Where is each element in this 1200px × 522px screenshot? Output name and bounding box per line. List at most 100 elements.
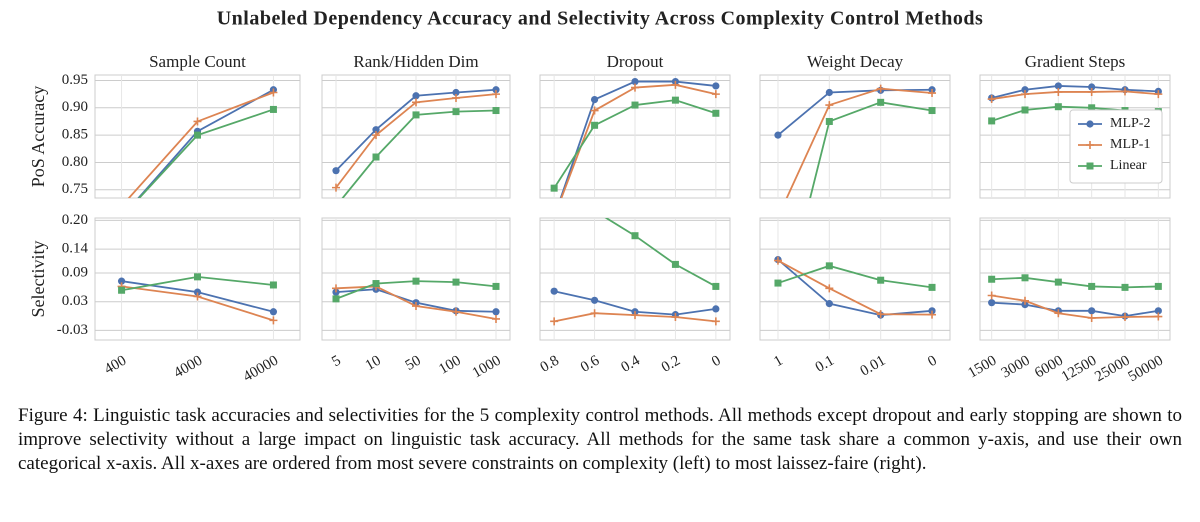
marker: [1088, 104, 1096, 112]
marker: [269, 281, 277, 289]
marker: [492, 107, 500, 115]
x-tick-label: 4000: [171, 353, 205, 382]
marker: [590, 96, 599, 104]
x-tick-label: 12500: [1059, 353, 1099, 386]
marker: [332, 295, 340, 303]
subplot-title: Dropout: [607, 52, 664, 71]
marker: [269, 308, 278, 316]
marker: [118, 286, 126, 294]
marker: [1087, 313, 1096, 322]
marker: [193, 117, 202, 126]
marker: [412, 98, 420, 107]
subplot-title: Sample Count: [149, 52, 246, 71]
marker: [928, 283, 936, 291]
marker: [1088, 282, 1096, 290]
marker: [492, 90, 500, 99]
marker: [412, 302, 420, 311]
marker: [332, 183, 340, 192]
marker: [452, 307, 460, 316]
marker: [452, 278, 460, 286]
marker: [631, 77, 639, 86]
marker: [452, 108, 460, 116]
legend-label: MLP-1: [1110, 137, 1150, 152]
marker: [1054, 103, 1062, 111]
figure: Unlabeled Dependency Accuracy and Select…: [28, 8, 1171, 386]
legend-label: Linear: [1110, 158, 1147, 173]
marker: [1121, 313, 1129, 322]
marker: [1154, 307, 1162, 315]
plot-area: [550, 77, 720, 198]
marker: [412, 92, 420, 100]
x-tick-label: 25000: [1092, 353, 1132, 386]
marker: [372, 126, 380, 134]
x-tick-label: 0.6: [578, 352, 603, 375]
marker: [712, 82, 720, 90]
marker: [671, 313, 680, 322]
marker: [928, 89, 937, 98]
x-tick-label: 0.01: [858, 353, 889, 380]
subplot-title: Weight Decay: [807, 52, 904, 71]
marker: [492, 282, 500, 290]
marker: [550, 287, 558, 295]
marker: [712, 282, 720, 290]
marker: [118, 202, 126, 210]
marker: [825, 101, 834, 110]
marker: [1021, 296, 1029, 305]
marker: [194, 273, 201, 281]
series-line: [777, 258, 933, 317]
x-tick-label: 100: [436, 353, 463, 378]
series-line: [991, 294, 1159, 319]
marker: [876, 84, 885, 93]
x-tick-label: 10: [363, 353, 384, 374]
plot-area: [987, 274, 1163, 322]
marker: [774, 279, 782, 287]
y-tick-label: 0.09: [62, 264, 88, 280]
marker: [631, 83, 639, 92]
plot-frame: [979, 217, 1171, 341]
marker: [412, 277, 420, 285]
marker: [269, 105, 277, 113]
marker: [671, 96, 679, 104]
x-tick-label: 0.2: [659, 353, 683, 376]
marker: [825, 300, 833, 308]
marker: [332, 284, 340, 293]
marker: [631, 101, 639, 109]
marker: [550, 184, 558, 192]
marker: [1021, 86, 1029, 94]
marker: [711, 317, 720, 326]
series-line: [777, 264, 933, 289]
y-tick-label: 0.03: [62, 293, 88, 309]
series-line: [809, 101, 933, 198]
marker: [372, 131, 380, 140]
marker: [877, 98, 885, 106]
marker: [1154, 312, 1163, 321]
marker: [1154, 90, 1163, 99]
x-tick-label: 400: [102, 353, 129, 378]
subplot-title: Rank/Hidden Dim: [353, 52, 478, 71]
marker: [1086, 162, 1094, 170]
x-tick-label: 1500: [965, 353, 999, 382]
marker: [1054, 278, 1062, 286]
y-tick-label: -0.03: [57, 322, 88, 338]
figure-title: Unlabeled Dependency Accuracy and Select…: [217, 8, 984, 30]
marker: [987, 291, 996, 300]
series-line: [991, 276, 1159, 289]
x-tick-label: 5: [329, 353, 343, 371]
marker: [988, 117, 996, 125]
marker: [550, 317, 559, 326]
plot-area: [118, 86, 278, 210]
y-tick-label: 0.80: [62, 154, 88, 170]
subplot-title: Gradient Steps: [1025, 52, 1126, 71]
marker: [333, 203, 340, 210]
marker: [492, 314, 500, 323]
marker: [117, 277, 126, 285]
x-tick-label: 0.8: [538, 353, 562, 376]
marker: [631, 311, 639, 320]
marker: [193, 288, 202, 296]
legend-label: MLP-2: [1110, 116, 1150, 131]
marker: [269, 88, 278, 97]
x-tick-label: 3000: [999, 353, 1033, 382]
plot-frame: [979, 74, 1171, 199]
x-tick-label: 0.4: [618, 352, 643, 375]
